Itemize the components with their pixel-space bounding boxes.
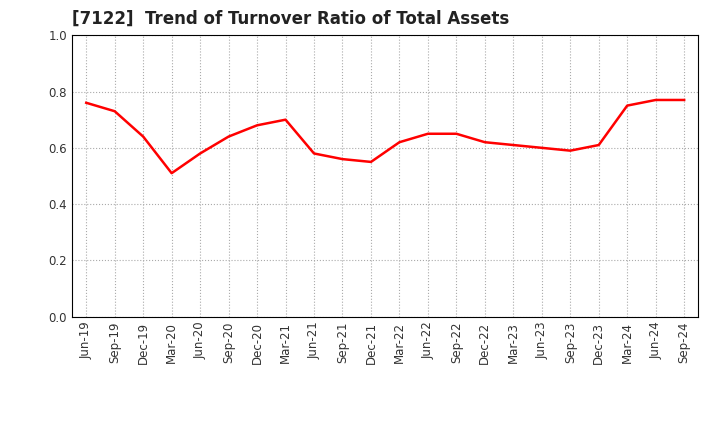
Text: [7122]  Trend of Turnover Ratio of Total Assets: [7122] Trend of Turnover Ratio of Total …: [72, 10, 509, 28]
